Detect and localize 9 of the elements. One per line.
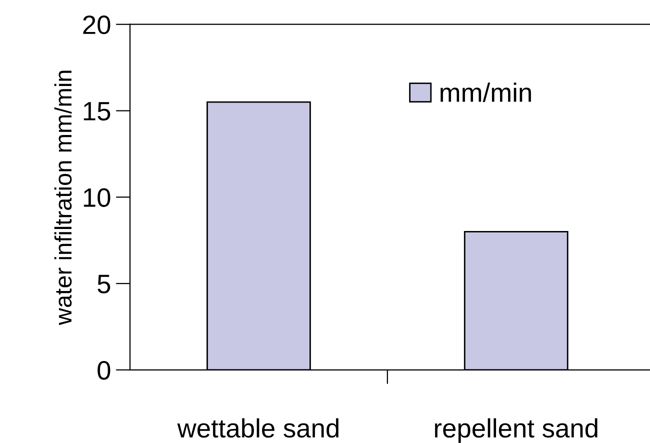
y-tick-label: 5 <box>98 274 110 294</box>
y-tick-label: 20 <box>83 16 110 34</box>
x-tick-label: repellent sand <box>435 418 598 443</box>
y-tick-label: 15 <box>84 102 110 121</box>
y-tick-label: 10 <box>84 188 110 207</box>
x-tick-label: wettable sand <box>177 418 338 438</box>
y-axis-title: water infiltration mm/min <box>54 70 72 326</box>
legend-label: mm/min <box>440 82 531 102</box>
y-tick-label: 0 <box>98 361 110 380</box>
